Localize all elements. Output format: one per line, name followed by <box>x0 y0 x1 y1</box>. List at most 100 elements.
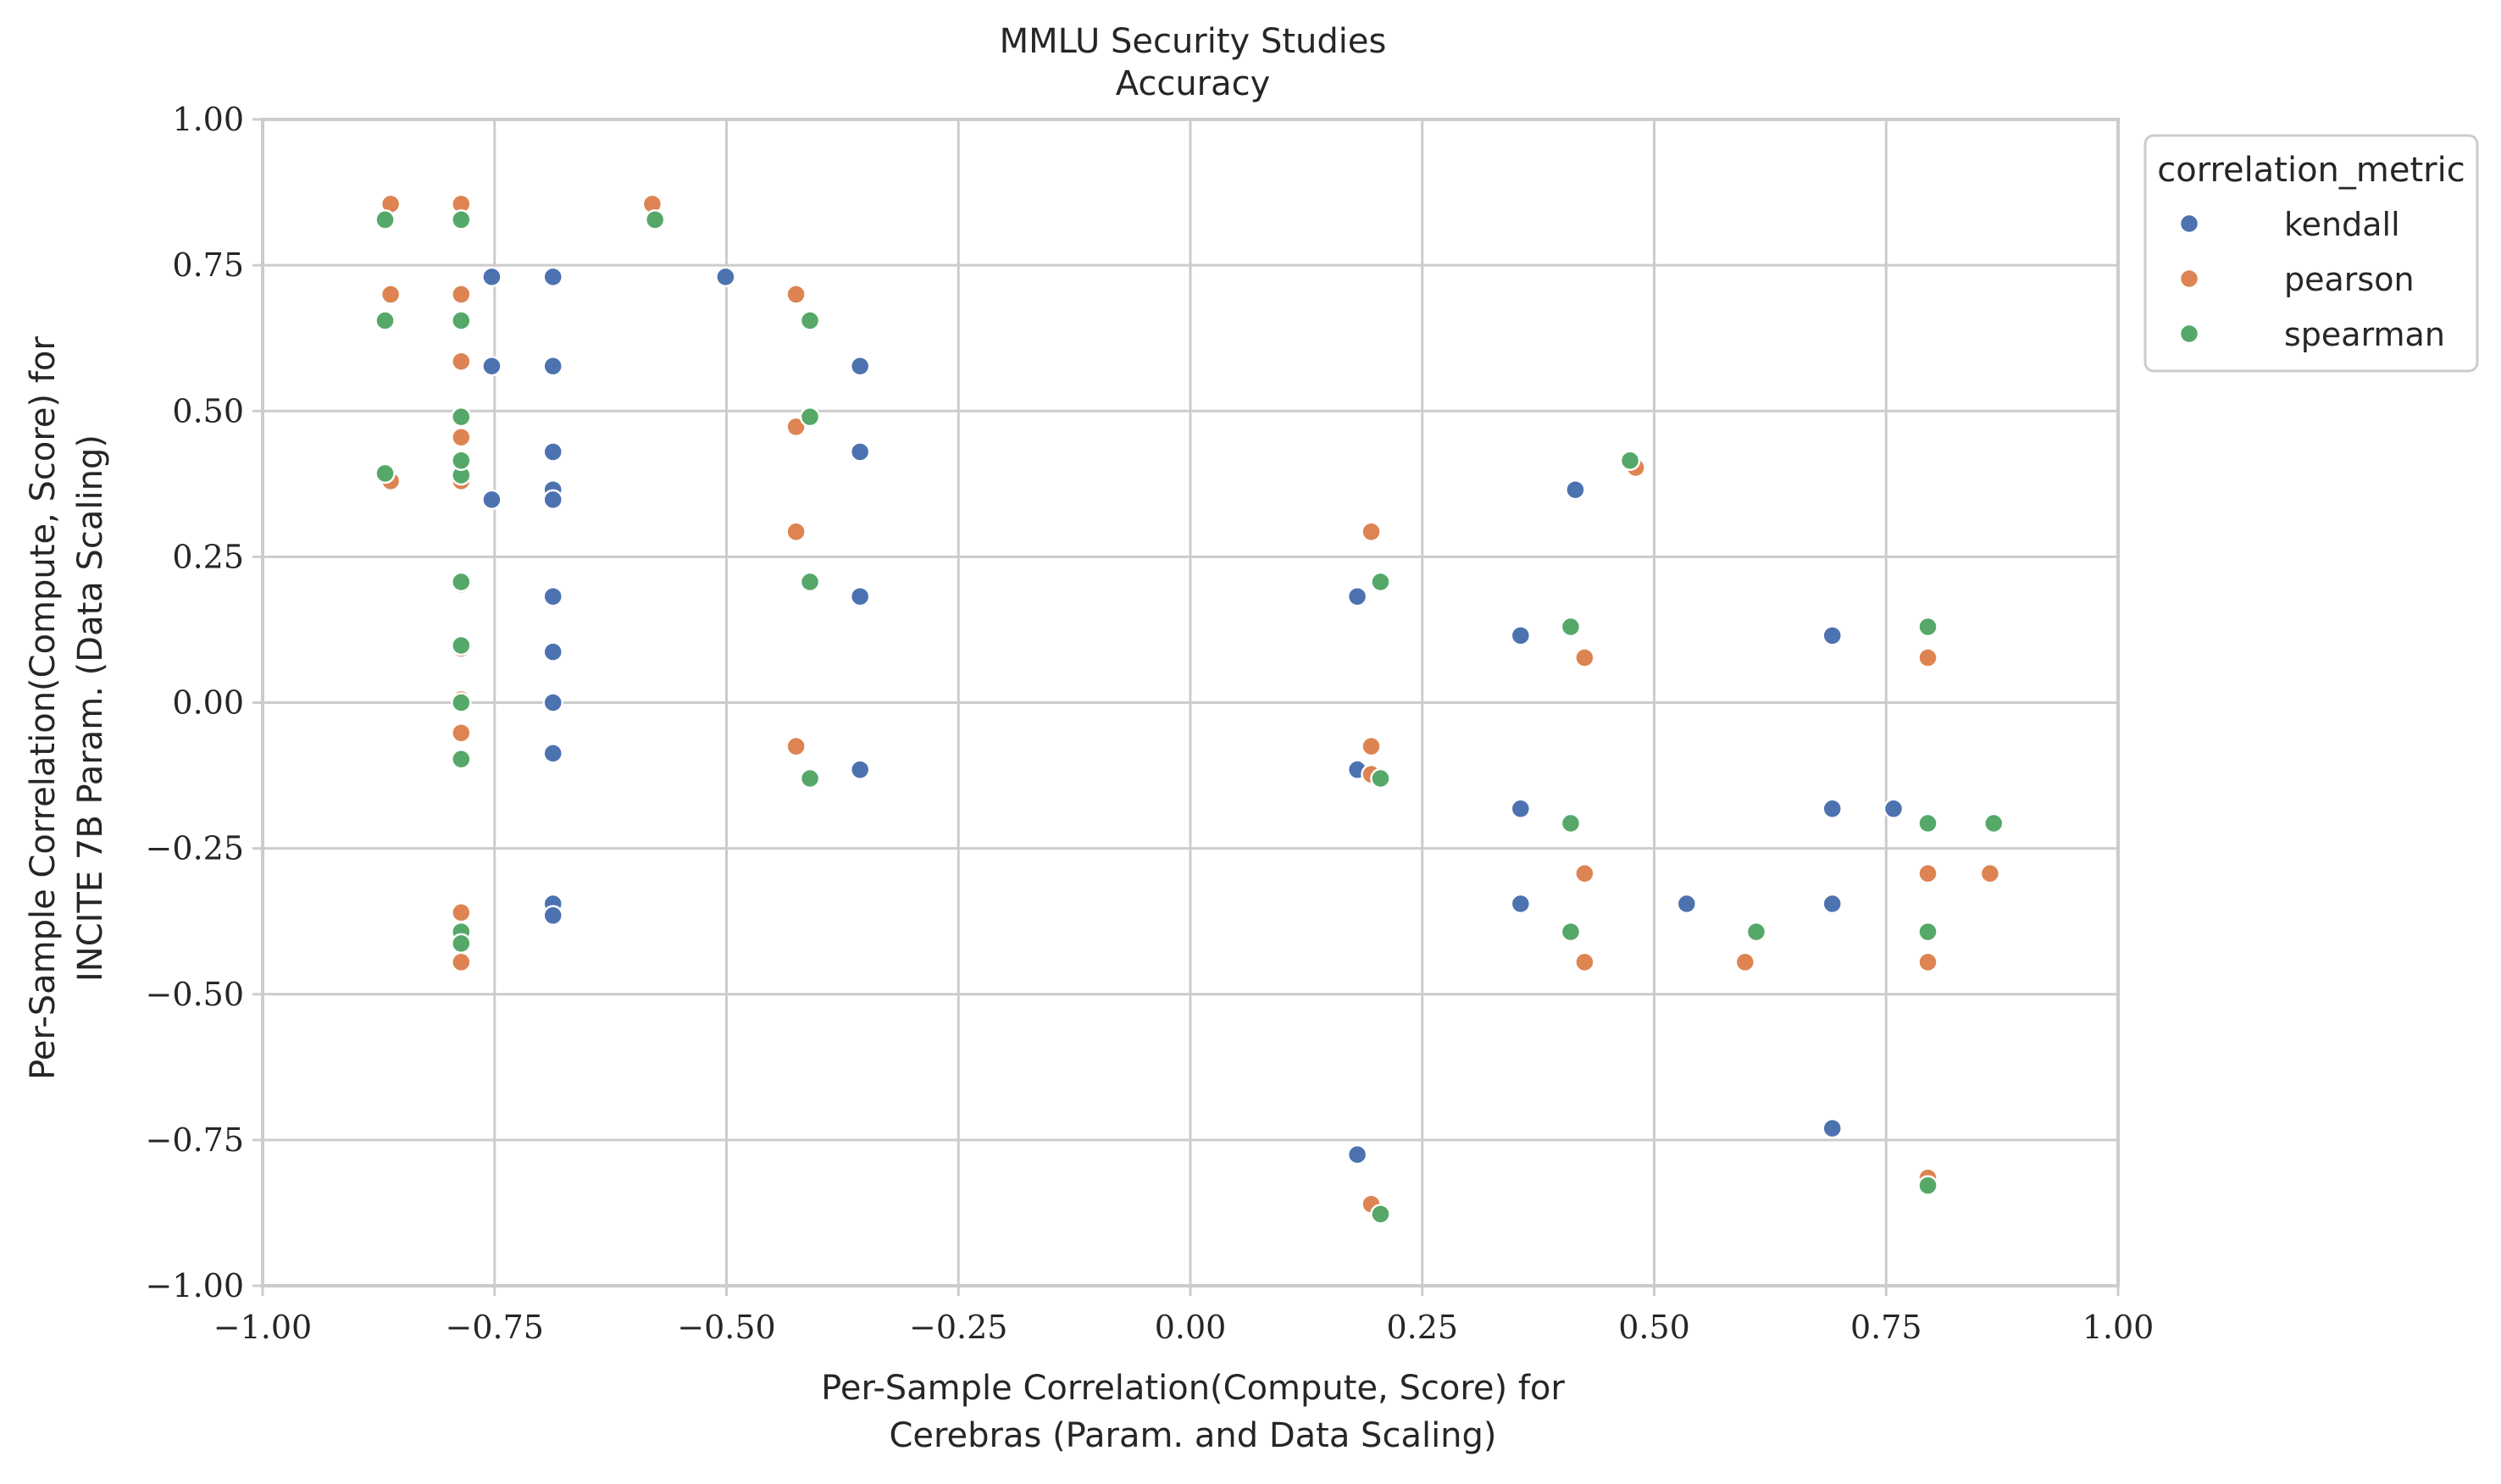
spearman-point <box>1917 812 1938 834</box>
pearson-point <box>451 902 472 923</box>
kendall-point <box>542 585 563 607</box>
legend-marker-spearman <box>2178 323 2200 345</box>
pearson-point <box>451 951 472 973</box>
y-tick-label: 1.00 <box>172 101 244 138</box>
y-tick-label: 0.50 <box>172 392 244 429</box>
axis-ticks: −1.00 −0.75 −0.50 −0.25 0.00 0.25 0.50 0.75 1.00… <box>146 101 2154 1346</box>
spearman-point <box>799 310 821 331</box>
spearman-point <box>799 767 821 789</box>
spearman-point <box>1745 921 1767 943</box>
legend-label-spearman: spearman <box>2284 316 2445 353</box>
pearson-point <box>380 284 402 305</box>
kendall-point <box>481 266 502 288</box>
kendall-point <box>542 692 563 713</box>
x-axis-label-line-2: Cerebras (Param. and Data Scaling) <box>889 1416 1496 1455</box>
pearson-point <box>785 416 807 438</box>
spearman-point <box>374 310 396 331</box>
kendall-point <box>849 441 871 462</box>
pearson-point <box>1917 647 1938 668</box>
x-tick-label: 1.00 <box>2082 1309 2154 1346</box>
kendall-point <box>1676 893 1698 915</box>
kendall-point <box>1822 798 1843 820</box>
x-tick-label: 0.50 <box>1618 1309 1690 1346</box>
pearson-point <box>1361 521 1382 543</box>
kendall-point <box>849 759 871 780</box>
kendall-point <box>1822 893 1843 915</box>
spearman-point <box>1370 1204 1391 1225</box>
spearman-point <box>1560 616 1582 638</box>
y-axis-label: Per-Sample Correlation(Compute, Score) f… <box>24 336 110 1080</box>
y-tick-label: −0.75 <box>146 1121 244 1159</box>
x-tick-label: 0.25 <box>1386 1309 1458 1346</box>
pearson-point <box>451 351 472 372</box>
y-tick-label: −1.00 <box>146 1267 244 1304</box>
x-tick-label: −0.75 <box>446 1309 544 1346</box>
chart-subtitle: Accuracy <box>1116 64 1271 103</box>
spearman-point <box>374 209 396 230</box>
pearson-point <box>1979 862 2001 884</box>
spearman-point <box>451 634 472 656</box>
spearman-point <box>1560 921 1582 943</box>
spearman-point <box>1917 616 1938 638</box>
y-axis-label-line-2: INCITE 7B Param. (Data Scaling) <box>71 435 110 982</box>
spearman-point <box>1370 571 1391 593</box>
kendall-point <box>542 641 563 662</box>
kendall-point <box>715 266 736 288</box>
pearson-point <box>1574 647 1595 668</box>
x-axis-label: Per-Sample Correlation(Compute, Score) f… <box>821 1369 1565 1455</box>
y-axis-label-line-1: Per-Sample Correlation(Compute, Score) f… <box>24 336 63 1080</box>
x-tick-label: 0.00 <box>1155 1309 1227 1346</box>
pearson-point <box>1734 951 1756 973</box>
kendall-point <box>542 743 563 764</box>
kendall-point <box>542 905 563 927</box>
spearman-point <box>451 571 472 593</box>
y-tick-label: 0.00 <box>172 684 244 722</box>
y-tick-label: 0.25 <box>172 538 244 575</box>
pearson-point <box>451 723 472 744</box>
spearman-point <box>451 450 472 472</box>
kendall-point <box>1565 479 1586 501</box>
spearman-point <box>451 933 472 955</box>
spearman-point <box>1619 450 1641 472</box>
legend: correlation_metric kendall pearson spearma… <box>2143 134 2479 373</box>
kendall-point <box>849 355 871 377</box>
kendall-point <box>542 441 563 462</box>
plot-frame <box>261 118 2120 1287</box>
spearman-point <box>1983 812 2005 834</box>
kendall-point <box>1346 1143 1368 1166</box>
kendall-point <box>542 355 563 377</box>
spearman-point <box>451 692 472 713</box>
pearson-point <box>1917 951 1938 973</box>
kendall-point <box>1822 1117 1843 1139</box>
legend-title: correlation_metric <box>2157 151 2465 190</box>
legend-label-pearson: pearson <box>2284 261 2415 298</box>
spearman-point <box>451 749 472 770</box>
data-points <box>374 193 2005 1225</box>
y-tick-label: −0.50 <box>146 976 244 1013</box>
x-tick-label: −0.50 <box>677 1309 775 1346</box>
spearman-point <box>1917 921 1938 943</box>
y-tick-label: −0.25 <box>146 830 244 867</box>
spearman-point <box>451 310 472 331</box>
x-tick-label: −0.25 <box>909 1309 1007 1346</box>
pearson-point <box>1917 862 1938 884</box>
pearson-point <box>1574 951 1595 973</box>
spearman-point <box>1917 1175 1938 1196</box>
pearson-point <box>785 521 807 543</box>
pearson-point <box>1574 862 1595 884</box>
kendall-point <box>1346 585 1368 607</box>
spearman-point <box>1370 767 1391 789</box>
pearson-point <box>451 426 472 448</box>
pearson-point <box>785 284 807 305</box>
legend-box <box>2143 134 2479 373</box>
series-kendall <box>481 266 1905 1166</box>
pearson-point <box>785 735 807 757</box>
legend-label-kendall: kendall <box>2284 206 2400 243</box>
chart-title: MMLU Security Studies <box>1000 22 1387 61</box>
x-tick-label: −1.00 <box>214 1309 312 1346</box>
pearson-point <box>1361 735 1382 757</box>
kendall-point <box>542 489 563 511</box>
y-tick-label: 0.75 <box>172 246 244 284</box>
